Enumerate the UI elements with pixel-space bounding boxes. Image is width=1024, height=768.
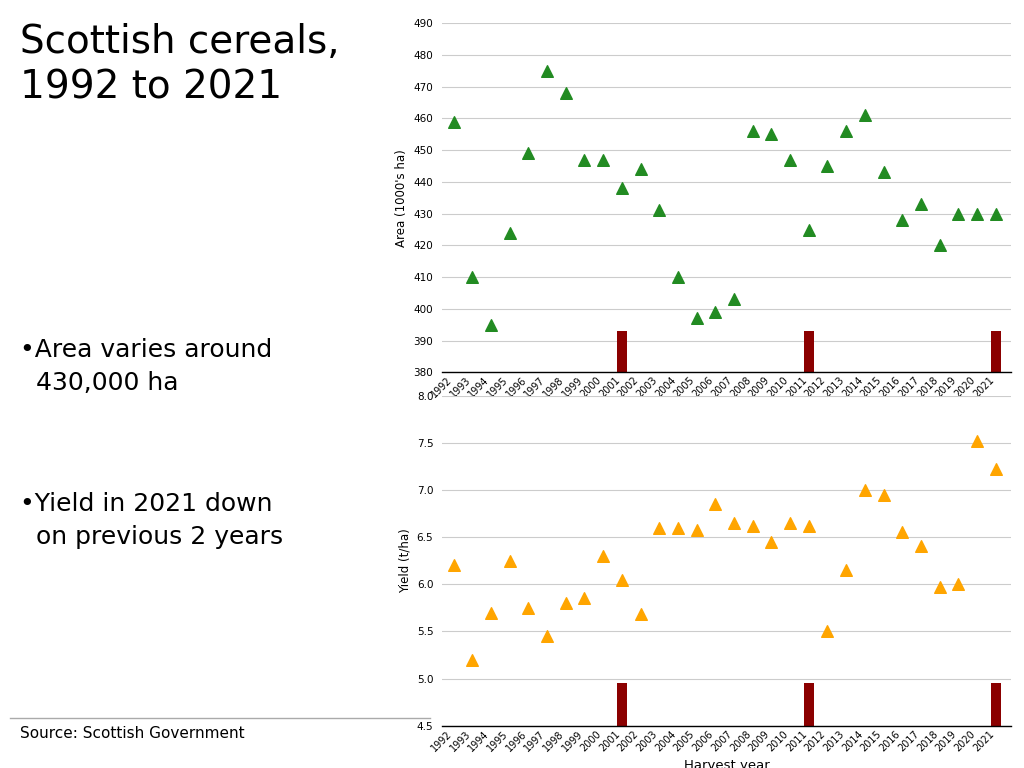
- Point: [782, 517, 799, 529]
- Point: [819, 160, 836, 172]
- Point: [577, 154, 593, 166]
- Point: [482, 319, 499, 331]
- Point: [950, 578, 967, 591]
- Point: [595, 154, 611, 166]
- Bar: [990, 331, 1000, 372]
- Point: [670, 271, 686, 283]
- Point: [445, 559, 462, 571]
- X-axis label: Harvest year: Harvest year: [684, 759, 769, 768]
- Point: [595, 550, 611, 562]
- X-axis label: Harvest year: Harvest year: [684, 406, 769, 419]
- Point: [876, 488, 892, 501]
- Y-axis label: Yield (t/ha): Yield (t/ha): [398, 528, 412, 593]
- Point: [950, 207, 967, 220]
- Bar: [616, 331, 627, 372]
- Point: [987, 463, 1004, 475]
- Text: •Yield in 2021 down
  on previous 2 years: •Yield in 2021 down on previous 2 years: [20, 492, 284, 549]
- Point: [969, 435, 985, 447]
- Point: [708, 498, 724, 510]
- Point: [688, 313, 705, 325]
- Point: [726, 517, 742, 529]
- Bar: [990, 684, 1000, 726]
- Point: [894, 526, 910, 538]
- Bar: [804, 684, 814, 726]
- Point: [744, 520, 761, 532]
- Point: [876, 166, 892, 178]
- Bar: [804, 331, 814, 372]
- Point: [932, 240, 948, 252]
- Point: [708, 306, 724, 318]
- Point: [445, 115, 462, 127]
- Point: [763, 128, 779, 141]
- Point: [670, 521, 686, 534]
- Point: [857, 109, 873, 121]
- Point: [464, 271, 480, 283]
- Point: [520, 601, 537, 614]
- Point: [502, 227, 518, 239]
- Point: [838, 125, 854, 137]
- Text: •Area varies around
  430,000 ha: •Area varies around 430,000 ha: [20, 338, 272, 396]
- Point: [819, 625, 836, 637]
- Point: [633, 163, 649, 175]
- Point: [482, 607, 499, 619]
- Point: [613, 574, 630, 586]
- Point: [464, 654, 480, 666]
- Point: [838, 564, 854, 576]
- Point: [539, 630, 555, 642]
- Point: [502, 554, 518, 567]
- Point: [912, 198, 929, 210]
- Point: [633, 608, 649, 621]
- Point: [969, 207, 985, 220]
- Point: [763, 535, 779, 548]
- Point: [651, 521, 668, 534]
- Point: [912, 541, 929, 553]
- Text: Scottish cereals,
1992 to 2021: Scottish cereals, 1992 to 2021: [20, 23, 340, 107]
- Point: [744, 125, 761, 137]
- Point: [577, 592, 593, 604]
- Point: [688, 523, 705, 535]
- Point: [613, 182, 630, 194]
- Point: [801, 520, 817, 532]
- Text: Source: Scottish Government: Source: Scottish Government: [20, 726, 245, 741]
- Point: [520, 147, 537, 160]
- Point: [801, 223, 817, 236]
- Point: [726, 293, 742, 306]
- Point: [932, 581, 948, 593]
- Point: [857, 484, 873, 496]
- Point: [557, 597, 573, 609]
- Y-axis label: Area (1000's ha): Area (1000's ha): [395, 149, 408, 247]
- Point: [782, 154, 799, 166]
- Point: [651, 204, 668, 217]
- Point: [987, 207, 1004, 220]
- Point: [539, 65, 555, 77]
- Point: [894, 214, 910, 226]
- Bar: [616, 684, 627, 726]
- Point: [557, 87, 573, 99]
